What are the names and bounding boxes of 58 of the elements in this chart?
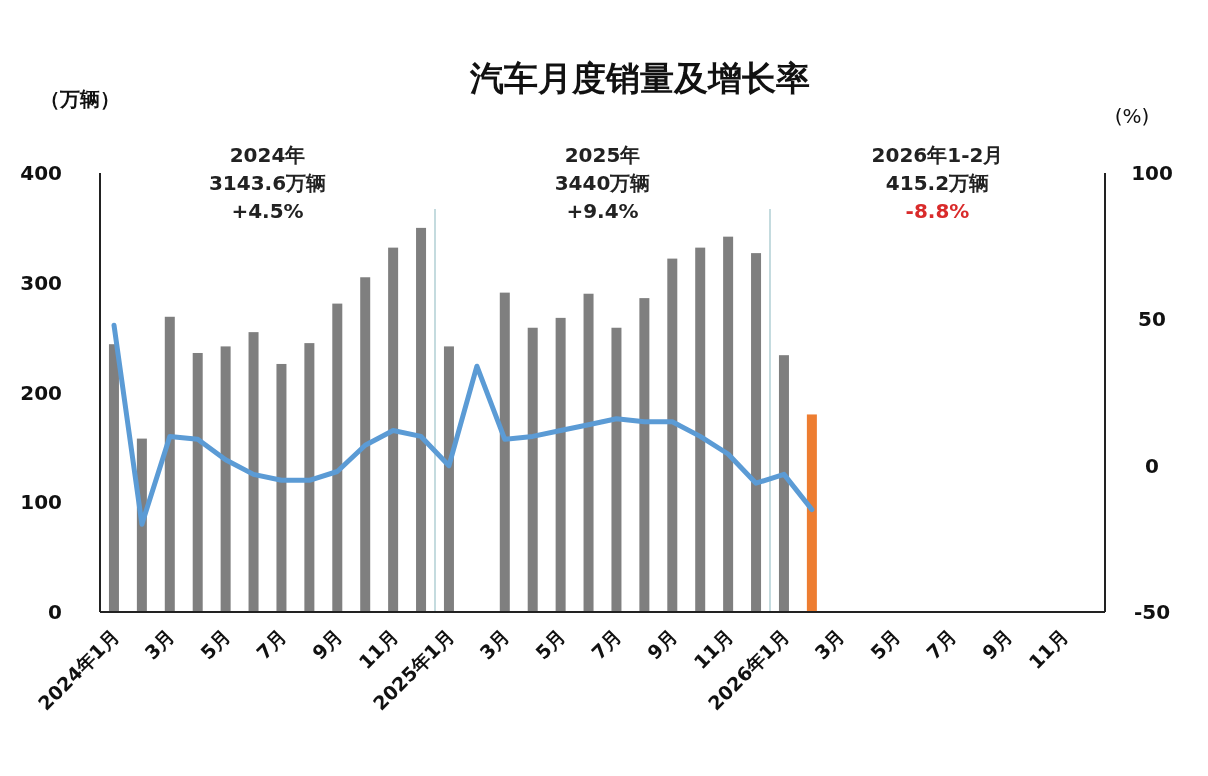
y-tick-label: 200 [20, 380, 62, 405]
x-tick-label: 5月 [866, 625, 905, 664]
bar [639, 298, 650, 612]
y2-axis-title: (%) [1114, 104, 1150, 128]
x-tick-label: 3月 [475, 625, 514, 664]
annotation: +9.4% [566, 199, 639, 223]
bar [192, 352, 203, 612]
bar [248, 332, 259, 612]
x-tick-label: 11月 [1024, 625, 1072, 673]
y-tick-label: 300 [20, 270, 62, 295]
y2-tick-label: 50 [1138, 307, 1166, 332]
x-tick-label: 3月 [140, 625, 179, 664]
bar [751, 253, 762, 612]
x-tick-label: 9月 [307, 625, 347, 664]
bar [416, 227, 427, 612]
x-tick-label: 9月 [977, 625, 1017, 664]
y-axis-title: （万辆） [40, 87, 120, 111]
x-tick-label: 3月 [810, 625, 849, 664]
y2-tick-label: -50 [1133, 600, 1171, 624]
bar [527, 327, 538, 612]
bar [723, 236, 734, 612]
bar [778, 355, 789, 612]
bar [499, 292, 510, 612]
text: 2024年 [229, 143, 306, 167]
bar [388, 247, 399, 612]
bar [304, 343, 315, 612]
y-tick-label: 400 [20, 161, 62, 185]
bar [806, 414, 817, 612]
x-tick-label: 7月 [921, 625, 961, 664]
text: 2025年 [564, 143, 641, 167]
bar [164, 316, 175, 612]
x-tick-label: 5月 [196, 625, 235, 664]
bar [108, 344, 119, 612]
annotation: 3440万辆 [554, 171, 651, 195]
bar [332, 303, 343, 612]
x-tick-label: 9月 [642, 625, 682, 664]
annotation: +4.5% [231, 199, 304, 223]
y2-tick-label: 0 [1145, 453, 1159, 478]
x-tick-label: 7月 [251, 625, 291, 664]
bar [583, 293, 594, 612]
chart-title: 汽车月度销量及增长率 [469, 58, 810, 98]
bar [276, 363, 287, 612]
bar [667, 258, 678, 612]
annotation: 3143.6万辆 [208, 171, 327, 195]
x-tick-label: 5月 [531, 625, 570, 664]
y2-tick-label: 100 [1131, 161, 1173, 185]
bar [360, 277, 371, 612]
annotation: -8.8% [905, 199, 970, 223]
bar [611, 327, 622, 612]
annotation: 415.2万辆 [885, 171, 990, 195]
y-tick-label: 0 [48, 600, 62, 624]
text: 2026年1-2月 [871, 143, 1004, 167]
bar [555, 317, 566, 612]
x-tick-label: 7月 [586, 625, 626, 664]
bar [443, 346, 454, 612]
bar [220, 346, 231, 612]
y-tick-label: 100 [20, 490, 62, 515]
bar [695, 247, 706, 612]
